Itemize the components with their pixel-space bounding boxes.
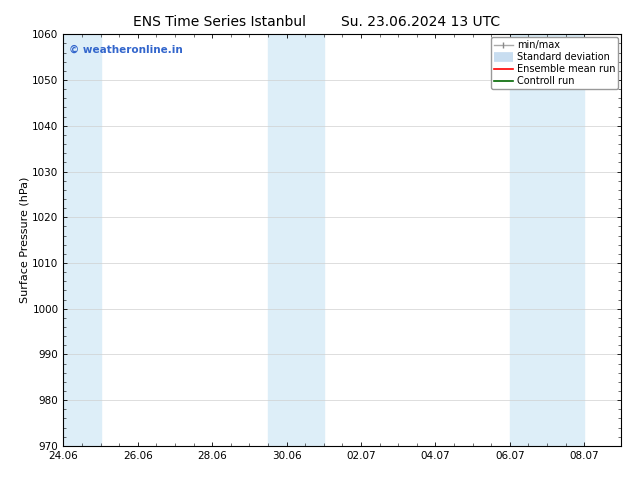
Text: © weatheronline.in: © weatheronline.in <box>69 45 183 54</box>
Bar <box>63 34 101 446</box>
Text: ENS Time Series Istanbul        Su. 23.06.2024 13 UTC: ENS Time Series Istanbul Su. 23.06.2024 … <box>133 15 501 29</box>
Y-axis label: Surface Pressure (hPa): Surface Pressure (hPa) <box>20 177 30 303</box>
Bar <box>510 34 584 446</box>
Bar <box>268 34 324 446</box>
Legend: min/max, Standard deviation, Ensemble mean run, Controll run: min/max, Standard deviation, Ensemble me… <box>491 37 618 89</box>
